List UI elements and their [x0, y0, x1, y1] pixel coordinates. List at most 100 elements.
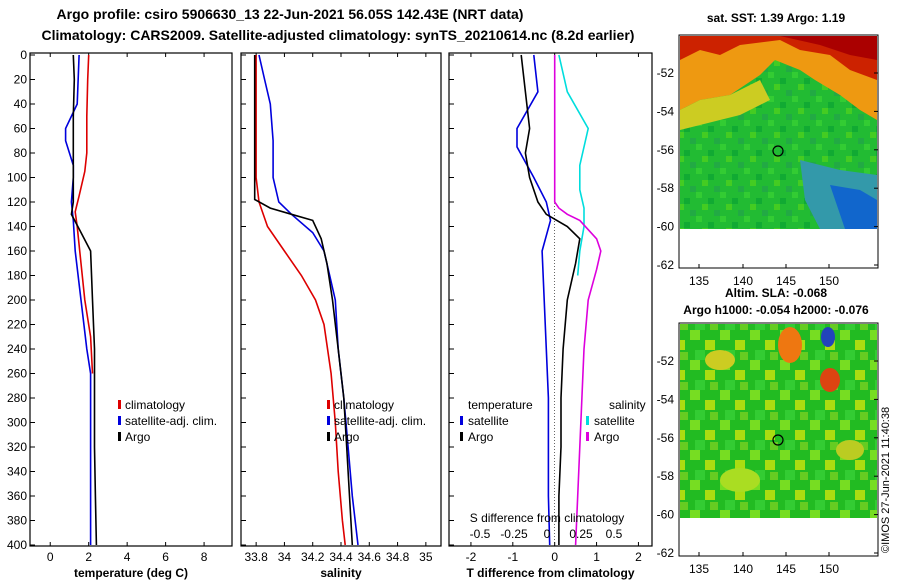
sla-medium-anomaly — [720, 468, 760, 492]
y-tick-label: 240 — [7, 342, 27, 356]
x-axis-label: temperature (deg C) — [74, 566, 188, 580]
y-tick-label: 20 — [14, 73, 28, 87]
sst-map: sat. SST: 1.39 Argo: 1.19 — [678, 11, 879, 269]
series-line-climatology — [255, 55, 346, 546]
sla-high-anomaly — [820, 368, 840, 392]
temperature-panel: 0 2 4 6 802040608010012014016018020022024026… — [7, 48, 233, 580]
legend-title-salinity: salinity — [609, 398, 646, 412]
x-tick-label: 34 — [278, 550, 292, 564]
legend-swatch-s-satellite — [586, 416, 589, 425]
s-difference-axis-label: S difference from climatology — [470, 511, 625, 525]
lon-tick-label: 145 — [776, 562, 796, 576]
legend-swatch-satellite — [118, 416, 121, 425]
x-tick-label: 1 — [593, 550, 600, 564]
legend-swatch-t-argo — [460, 432, 463, 441]
legend-label-climatology: climatology — [334, 398, 394, 412]
series-line-argo — [70, 54, 98, 546]
lon-tick-label: 140 — [733, 274, 753, 288]
s-tick-label: -0.5 — [470, 527, 491, 541]
difference-legend: temperature salinity satellite Argo sate… — [460, 398, 646, 541]
legend-title-temperature: temperature — [468, 398, 533, 412]
lat-tick-label: -56 — [657, 431, 675, 445]
x-tick-label: 34.2 — [301, 550, 325, 564]
series-line-satellite-adj-clim- — [64, 54, 92, 545]
series-line-salinity-satellite — [558, 54, 590, 276]
lat-tick-label: -58 — [657, 469, 675, 483]
y-tick-label: 0 — [20, 48, 27, 62]
x-tick-label: 2 — [635, 550, 642, 564]
lat-tick-label: -60 — [657, 220, 675, 234]
temperature-legend: climatology satellite-adj. clim. Argo — [118, 398, 217, 444]
sla-medium-anomaly — [836, 440, 864, 460]
imos-watermark: ©IMOS 27-Jun-2021 11:40:38 — [880, 407, 892, 553]
legend-swatch-argo — [118, 432, 121, 441]
x-tick-label: 6 — [162, 550, 169, 564]
argo-location-marker — [772, 434, 784, 446]
salinity-legend: climatology satellite-adj. clim. Argo — [327, 398, 426, 444]
series-line-climatology — [74, 54, 94, 374]
lon-tick-label: 135 — [689, 562, 709, 576]
lon-tick-label: 150 — [819, 562, 839, 576]
x-axis-label: salinity — [320, 566, 362, 580]
s-tick-label: -0.25 — [500, 527, 528, 541]
x-tick-label: 8 — [201, 550, 208, 564]
lon-tick-label: 150 — [819, 274, 839, 288]
y-tick-label: 400 — [7, 538, 27, 552]
salinity-panel: 33.8 34 34.2 34.4 34.6 34.8 35 salinity — [240, 52, 442, 580]
y-tick-label: 100 — [7, 171, 27, 185]
y-tick-label: 220 — [7, 318, 27, 332]
lat-tick-label: -56 — [657, 143, 675, 157]
legend-swatch-climatology — [327, 400, 330, 409]
lat-tick-label: -62 — [657, 546, 675, 560]
x-tick-label: 0 — [551, 550, 558, 564]
y-tick-label: 60 — [14, 122, 28, 136]
lon-tick-label: 140 — [733, 562, 753, 576]
s-tick-label: 0 — [544, 527, 551, 541]
lon-tick-label: 145 — [776, 274, 796, 288]
legend-label-satellite: satellite-adj. clim. — [125, 414, 217, 428]
argo-location-marker — [772, 145, 784, 157]
sla-map-title: Altim. SLA: -0.068 — [725, 286, 827, 300]
y-tick-label: 140 — [7, 220, 27, 234]
x-tick-label: -2 — [466, 550, 477, 564]
y-tick-label: 120 — [7, 195, 27, 209]
legend-swatch-argo — [327, 432, 330, 441]
plot-frame — [240, 52, 442, 547]
legend-label-t-satellite: satellite — [468, 414, 509, 428]
y-tick-label: 260 — [7, 367, 27, 381]
figure-title-line2: Climatology: CARS2009. Satellite-adjuste… — [42, 27, 635, 43]
legend-label-argo: Argo — [334, 430, 360, 444]
y-tick-label: 360 — [7, 489, 27, 503]
figure-title-line1: Argo profile: csiro 5906630_13 22-Jun-20… — [57, 6, 524, 22]
y-tick-label: 280 — [7, 391, 27, 405]
y-tick-label: 200 — [7, 293, 27, 307]
x-tick-label: 0 — [47, 550, 54, 564]
lon-tick-label: 135 — [689, 274, 709, 288]
lat-tick-label: -52 — [657, 354, 675, 368]
series-line-temperature-satellite — [516, 54, 552, 546]
sst-map-title: sat. SST: 1.39 Argo: 1.19 — [707, 11, 846, 25]
s-tick-label: 0.25 — [569, 527, 593, 541]
x-tick-label: 34.4 — [329, 550, 353, 564]
sla-map-subtitle: Argo h1000: -0.054 h2000: -0.076 — [683, 303, 869, 317]
sst-yellow-band — [680, 80, 770, 130]
x-axis-label: T difference from climatology — [466, 566, 634, 580]
legend-label-satellite: satellite-adj. clim. — [334, 414, 426, 428]
sla-medium-anomaly — [705, 350, 735, 370]
lat-tick-label: -62 — [657, 258, 675, 272]
sst-cold-region — [830, 185, 877, 229]
lat-tick-label: -52 — [657, 66, 675, 80]
y-tick-label: 40 — [14, 97, 28, 111]
series-line-salinity-argo — [553, 55, 602, 546]
x-tick-label: 2 — [85, 550, 92, 564]
legend-label-s-argo: Argo — [594, 430, 620, 444]
sst-hottest-region — [780, 36, 877, 60]
sla-map: Altim. SLA: -0.068 Argo h1000: -0.054 h2… — [678, 286, 879, 557]
legend-swatch-t-satellite — [460, 416, 463, 425]
sst-warm-region — [680, 36, 877, 120]
y-tick-label: 180 — [7, 269, 27, 283]
plot-frame — [29, 52, 233, 547]
legend-label-s-satellite: satellite — [594, 414, 635, 428]
y-tick-label: 300 — [7, 416, 27, 430]
